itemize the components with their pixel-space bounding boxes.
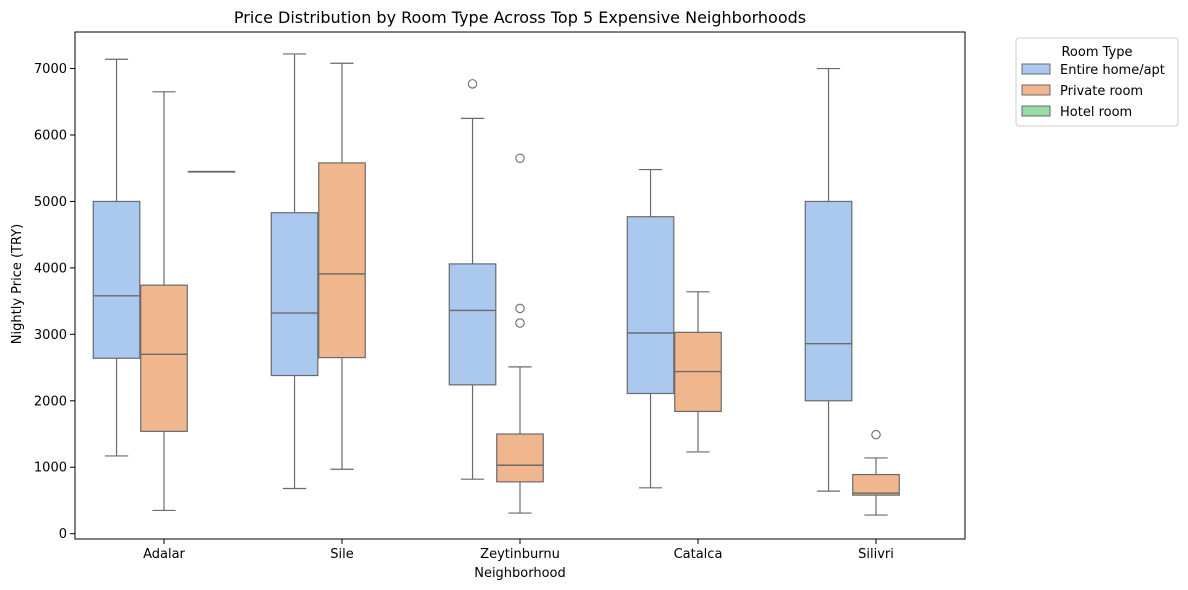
outlier-point <box>515 303 525 314</box>
y-tick-label: 0 <box>59 527 67 542</box>
legend-entry-label: Entire home/apt <box>1060 63 1165 78</box>
x-tick-label: Adalar <box>143 547 185 562</box>
chart-title: Price Distribution by Room Type Across T… <box>234 8 806 27</box>
legend-frame <box>1015 37 1179 127</box>
outlier-point <box>467 79 478 89</box>
series-hotel-room <box>187 170 236 173</box>
box <box>496 433 544 483</box>
box <box>626 216 675 395</box>
y-axis-label: Nightly Price (TRY) <box>10 224 25 344</box>
box <box>318 162 366 359</box>
x-tick-label: Sile <box>330 547 353 562</box>
y-tick-label: 2000 <box>34 394 67 409</box>
box <box>448 263 497 386</box>
x-tick-label: Zeytinburnu <box>480 547 560 562</box>
x-tick-label: Catalca <box>674 547 723 562</box>
legend-swatch <box>1021 63 1051 75</box>
legend-swatch <box>1021 84 1051 96</box>
box <box>92 200 141 359</box>
legend: Room Type Entire home/apt Private room Hot… <box>1015 37 1179 127</box>
series-entire-home-apt <box>92 53 853 492</box>
outlier-point <box>515 318 525 328</box>
y-tick-label: 3000 <box>34 328 67 343</box>
legend-title: Room Type <box>1061 45 1132 60</box>
x-tick-label: Silivri <box>858 547 894 562</box>
plot-area: 0 1000 2000 3000 4000 5000 6000 7000 Adalar Sile Z… <box>34 31 966 562</box>
outlier-point <box>515 153 525 164</box>
y-tick-label: 4000 <box>34 261 67 276</box>
plot-frame <box>74 31 966 540</box>
series-private-room <box>140 62 900 516</box>
legend-swatch <box>1021 105 1051 117</box>
y-tick-label: 5000 <box>34 195 67 210</box>
outlier-point <box>871 429 881 440</box>
box <box>270 212 319 377</box>
box <box>804 200 853 402</box>
legend-entry-label: Hotel room <box>1060 105 1132 120</box>
y-tick-label: 1000 <box>34 461 67 476</box>
box <box>852 473 900 496</box>
box <box>140 284 188 432</box>
legend-entry-label: Private room <box>1060 84 1143 99</box>
y-tick-label: 7000 <box>34 62 67 77</box>
y-tick-label: 6000 <box>34 128 67 143</box>
x-axis-label: Neighborhood <box>474 566 566 581</box>
